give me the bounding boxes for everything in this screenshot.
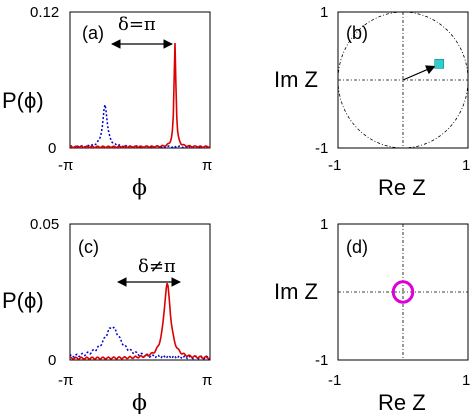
panel-b-ytick-top: 1: [320, 4, 328, 21]
panel-c-ylabel: P(ϕ): [2, 288, 44, 313]
panel-a: 0.12 0 -π π P(ϕ) ϕ (a) δ=π: [2, 4, 212, 201]
panel-b-xlabel: Re Z: [378, 175, 426, 200]
unit-circle-b: [337, 11, 469, 149]
order-parameter-ring: [391, 280, 415, 304]
panel-c-xlabel: ϕ: [132, 391, 147, 414]
panel-d-ytick-bottom: -1: [315, 352, 328, 369]
panel-d-xtick-left: -1: [328, 372, 341, 389]
panel-c-ytick-top: 0.05: [30, 216, 59, 233]
panel-c-series: [69, 282, 211, 361]
panel-a-frame: [69, 11, 211, 149]
panel-c-xtick-right: π: [202, 372, 212, 389]
panel-b-content: [337, 11, 469, 149]
panel-a-xtick-left: -π: [58, 157, 73, 174]
series-line-c-0: [69, 326, 211, 360]
panel-d: 1 -1 -1 1 Im Z Re Z (d): [274, 216, 470, 414]
panel-c-annotation: δ≠π: [138, 256, 176, 277]
order-parameter-marker: [434, 59, 445, 69]
panel-b-xtick-left: -1: [328, 157, 341, 174]
panel-d-xlabel: Re Z: [378, 390, 426, 414]
panel-c: 0.05 0 -π π P(ϕ) ϕ (c) δ≠π: [2, 216, 212, 414]
series-line-a-0: [69, 104, 211, 149]
panel-b: 1 -1 -1 1 Im Z Re Z (b): [274, 4, 470, 200]
panel-a-series: [69, 42, 211, 149]
panel-c-xtick-left: -π: [58, 372, 73, 389]
panel-c-ytick-bottom: 0: [48, 352, 56, 369]
panel-a-ytick-top: 0.12: [30, 4, 59, 21]
panel-b-label: (b): [346, 23, 368, 43]
panel-d-content: [338, 224, 468, 360]
series-line-c-1: [70, 282, 211, 361]
panel-c-frame: [69, 223, 211, 361]
panel-a-xlabel: ϕ: [132, 176, 147, 201]
panel-d-ylabel: Im Z: [274, 279, 318, 304]
panel-a-ytick-bottom: 0: [48, 140, 56, 157]
panel-a-ylabel: P(ϕ): [2, 88, 44, 113]
order-parameter-arrow: [402, 65, 436, 81]
series-line-a-1: [69, 42, 211, 149]
panel-d-ytick-top: 1: [320, 216, 328, 233]
panel-a-label: (a): [82, 23, 104, 43]
panel-b-xtick-right: 1: [462, 157, 470, 174]
panel-d-label: (d): [346, 237, 368, 257]
panel-a-annotation: δ=π: [118, 14, 156, 35]
panel-c-label: (c): [78, 237, 99, 257]
panel-b-ylabel: Im Z: [274, 67, 318, 92]
panel-d-xtick-right: 1: [462, 372, 470, 389]
panel-b-ytick-bottom: -1: [315, 140, 328, 157]
panel-a-xtick-right: π: [202, 157, 212, 174]
